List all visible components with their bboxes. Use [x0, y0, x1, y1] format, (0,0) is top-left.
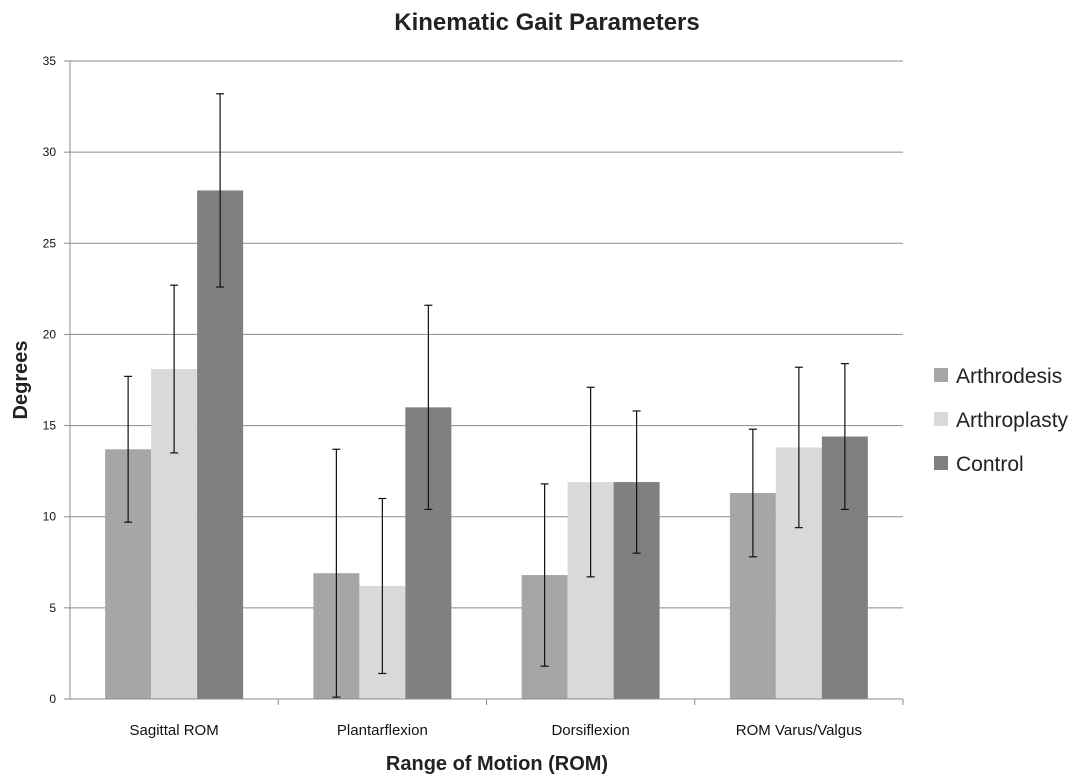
legend-label: Control: [956, 453, 1024, 476]
error-bars: [124, 93, 849, 698]
x-tick-label: Dorsiflexion: [551, 722, 629, 739]
legend-label: Arthrodesis: [956, 365, 1062, 388]
y-axis-title: Degrees: [10, 341, 32, 420]
x-tick-label: Plantarflexion: [337, 722, 428, 739]
y-tick-label: 5: [49, 601, 56, 615]
y-tick-label: 15: [43, 419, 57, 433]
y-tick-label: 30: [43, 145, 57, 159]
y-tick-label: 35: [43, 54, 57, 68]
y-tick-label: 0: [49, 692, 56, 706]
axes: 0 5 10 15 20 25 30 35 Sagittal ROM Plantarflexion…: [43, 54, 904, 739]
x-tick-label: ROM Varus/Valgus: [736, 722, 862, 739]
legend-label: Arthroplasty: [956, 409, 1069, 432]
legend-swatch: [934, 368, 948, 382]
legend-swatch: [934, 412, 948, 426]
y-tick-label: 25: [43, 236, 57, 250]
legend-swatch: [934, 456, 948, 470]
legend: Arthrodesis Arthroplasty Control: [934, 365, 1069, 476]
chart-title: Kinematic Gait Parameters: [394, 9, 699, 36]
y-tick-label: 10: [43, 510, 57, 524]
x-axis-title: Range of Motion (ROM): [386, 753, 608, 775]
x-tick-label: Sagittal ROM: [130, 722, 219, 739]
y-tick-label: 20: [43, 327, 57, 341]
